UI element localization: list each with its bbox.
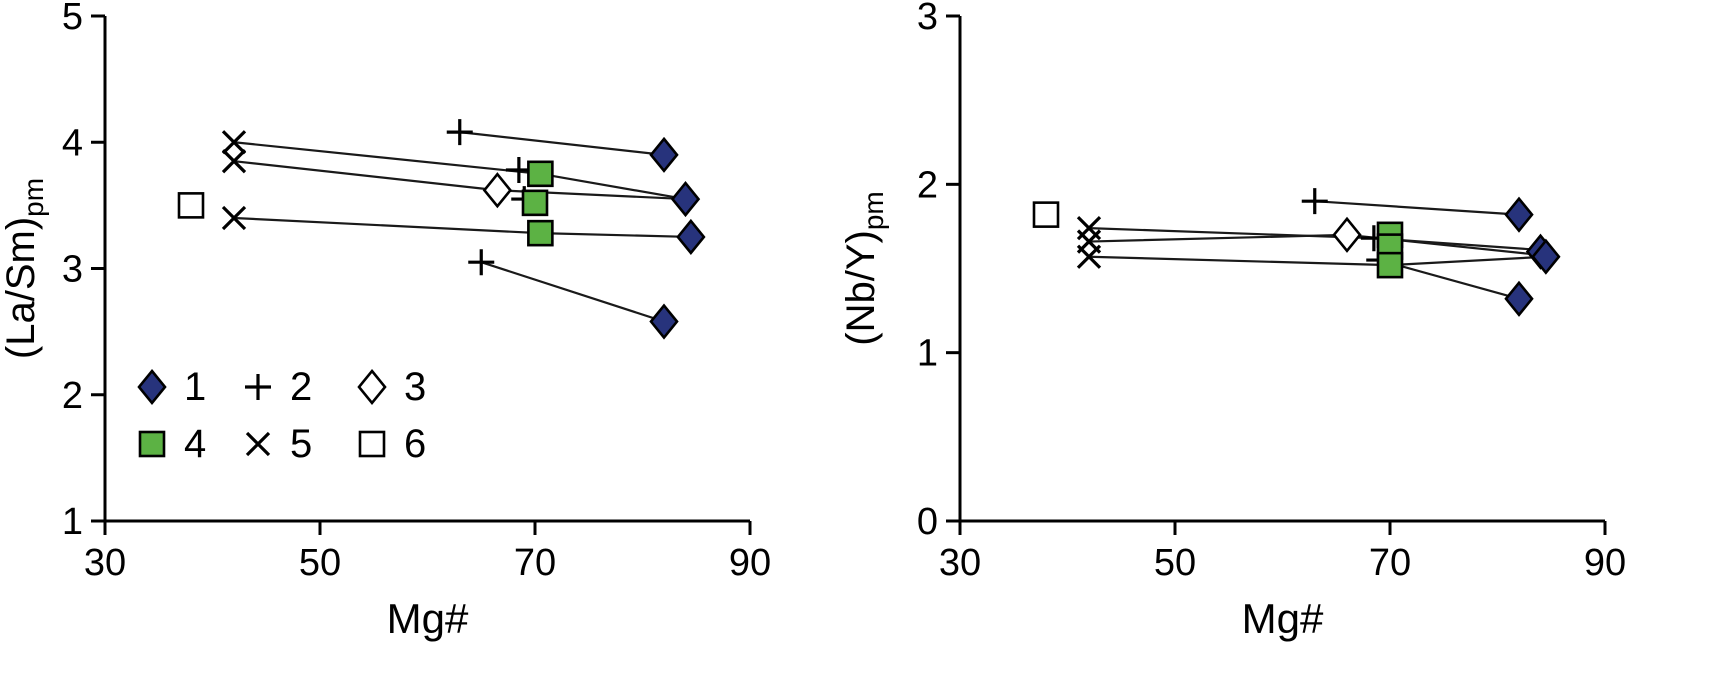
y-tick-label: 0 (917, 501, 938, 543)
open-diamond-marker (357, 368, 387, 406)
x-marker (221, 205, 247, 231)
filled-diamond-marker (137, 368, 167, 406)
axes (958, 16, 1605, 523)
filled-diamond-marker (670, 181, 701, 218)
y-tick-label: 2 (917, 164, 938, 206)
tie-line (233, 216, 691, 239)
y-axis-label: (La/Sm)pm (0, 178, 49, 359)
chart-nb-y-vs-mg: 30 50 70 90 0 1 2 3 Mg# (Nb/Y)pm (840, 0, 1626, 642)
legend-label: 2 (290, 365, 312, 409)
x-tick-label: 90 (1584, 542, 1626, 584)
open-square-marker (358, 430, 386, 458)
x-axis-label: Mg# (387, 595, 469, 642)
legend-label: 4 (184, 422, 206, 466)
filled-square-marker (527, 219, 554, 247)
legend-label: 1 (184, 365, 206, 409)
open-diamond-marker (482, 172, 513, 209)
plus-marker (446, 119, 473, 146)
x-tick-label: 70 (1369, 542, 1411, 584)
tie-line (480, 261, 665, 323)
plus-marker (468, 249, 495, 276)
tie-line (233, 160, 686, 201)
legend-label: 6 (404, 422, 426, 466)
open-square-marker (1032, 201, 1060, 228)
tie-line (459, 131, 665, 156)
x-tick-label: 50 (299, 542, 341, 584)
filled-square-marker (1376, 251, 1404, 279)
open-square-marker (177, 192, 205, 219)
x-marker (221, 149, 247, 174)
plus-marker (245, 374, 271, 400)
y-tick-label: 5 (62, 0, 83, 38)
filled-diamond-marker (676, 218, 706, 255)
tie-line (1088, 255, 1546, 267)
x-marker (221, 130, 247, 155)
filled-square-marker (521, 189, 549, 217)
open-diamond-marker (1332, 216, 1362, 253)
plus-marker (1301, 188, 1328, 215)
filled-diamond-marker (649, 303, 679, 340)
x-tick-label: 30 (939, 542, 981, 584)
x-marker (245, 431, 271, 457)
filled-diamond-marker (1504, 196, 1534, 233)
x-marker (1076, 244, 1102, 269)
y-axis-label: (Nb/Y)pm (840, 191, 889, 345)
filled-diamond-marker (649, 136, 679, 173)
y-tick-label: 4 (62, 122, 83, 164)
filled-diamond-marker (1504, 280, 1534, 317)
x-axis-label: Mg# (1242, 595, 1324, 642)
filled-square-marker (527, 160, 554, 188)
y-tick-label: 2 (62, 375, 83, 417)
y-tick-label: 3 (62, 249, 83, 291)
y-tick-label: 3 (917, 0, 938, 38)
legend-label: 5 (290, 422, 312, 466)
x-tick-label: 30 (84, 542, 126, 584)
x-tick-label: 90 (729, 542, 771, 584)
chart-la-sm-vs-mg: 30 50 70 90 1 2 3 4 5 Mg# (La/Sm)pm 1 2 3 4 5 6 (0, 0, 771, 642)
tie-line (1314, 200, 1520, 216)
x-tick-label: 50 (1154, 542, 1196, 584)
y-tick-label: 1 (62, 501, 83, 543)
filled-diamond-marker (1531, 238, 1561, 275)
filled-square-marker (138, 430, 166, 458)
legend-label: 3 (404, 365, 426, 409)
x-tick-label: 70 (514, 542, 556, 584)
y-tick-label: 1 (917, 333, 938, 375)
